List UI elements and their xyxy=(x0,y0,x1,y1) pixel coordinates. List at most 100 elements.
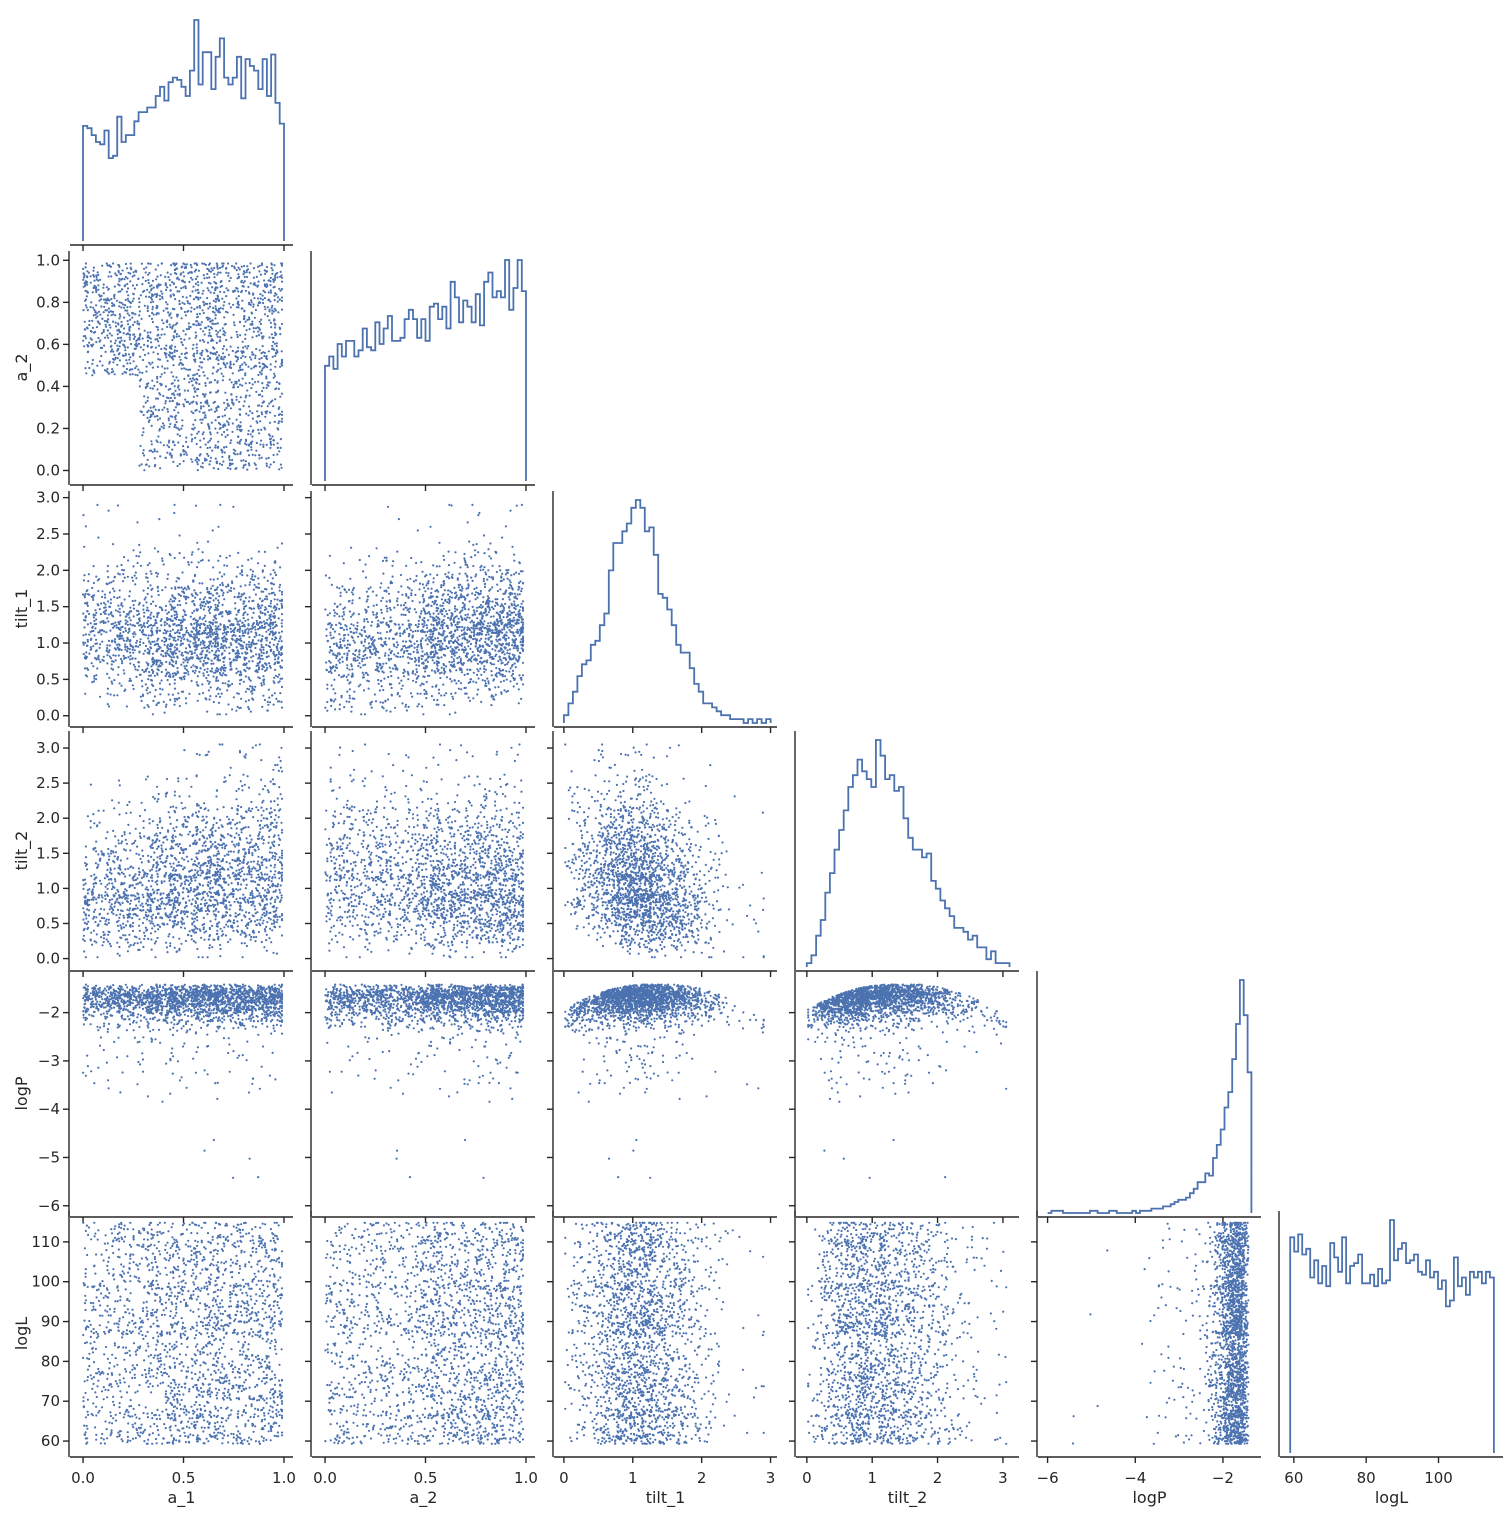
scatter-point xyxy=(137,610,140,613)
scatter-point xyxy=(262,386,265,389)
scatter-point xyxy=(221,262,224,265)
scatter-point xyxy=(190,666,193,669)
scatter-point xyxy=(250,577,253,580)
scatter-point xyxy=(161,328,164,331)
scatter-point xyxy=(264,272,267,275)
scatter-point xyxy=(129,651,132,654)
scatter-point xyxy=(363,640,366,643)
scatter-point xyxy=(260,456,263,459)
scatter-point xyxy=(238,608,241,612)
scatter-point xyxy=(127,656,130,659)
scatter-point xyxy=(231,648,234,652)
scatter-point xyxy=(129,619,132,622)
scatter-point xyxy=(197,561,200,564)
scatter-point xyxy=(174,700,177,703)
scatter-point xyxy=(229,467,232,470)
scatter-point xyxy=(157,312,160,315)
scatter-point xyxy=(145,370,148,373)
scatter-point xyxy=(251,692,254,695)
scatter-point xyxy=(244,320,247,323)
scatter-point xyxy=(272,376,275,379)
scatter-point xyxy=(112,313,115,316)
scatter-point xyxy=(154,618,157,622)
scatter-point xyxy=(156,380,159,384)
scatter-point xyxy=(186,310,189,313)
scatter-point xyxy=(183,275,186,278)
scatter-point xyxy=(169,554,172,557)
scatter-point xyxy=(431,685,434,688)
scatter-point xyxy=(113,295,116,298)
scatter-point xyxy=(101,317,104,320)
scatter-point xyxy=(196,315,199,318)
scatter-point xyxy=(184,667,187,670)
scatter-point xyxy=(246,318,249,321)
scatter-point xyxy=(245,412,248,415)
scatter-point xyxy=(396,603,399,607)
scatter-point xyxy=(149,674,153,677)
scatter-point xyxy=(122,669,125,672)
scatter-point xyxy=(238,625,242,628)
scatter-point xyxy=(251,312,254,315)
scatter-point xyxy=(167,417,170,420)
scatter-point xyxy=(113,679,116,682)
scatter-point xyxy=(82,612,85,615)
scatter-point xyxy=(248,316,251,319)
scatter-point xyxy=(82,652,85,656)
scatter-point xyxy=(133,274,136,277)
scatter-point xyxy=(263,279,266,282)
scatter-point xyxy=(160,639,164,642)
scatter-point xyxy=(225,267,228,270)
scatter-point xyxy=(261,395,264,398)
scatter-point xyxy=(168,425,171,428)
scatter-point xyxy=(147,409,150,412)
scatter-point xyxy=(97,589,100,593)
scatter-point xyxy=(229,441,232,445)
scatter-point xyxy=(157,550,160,553)
scatter-point xyxy=(261,345,264,348)
scatter-point xyxy=(82,272,85,275)
scatter-point xyxy=(265,386,268,389)
scatter-point xyxy=(120,320,123,323)
scatter-point xyxy=(202,289,205,292)
scatter-point xyxy=(239,671,242,674)
scatter-point xyxy=(246,574,249,577)
scatter-point xyxy=(143,625,146,628)
scatter-point xyxy=(278,589,281,592)
scatter-point xyxy=(415,561,418,565)
scatter-point xyxy=(330,624,333,627)
scatter-point xyxy=(351,668,354,671)
scatter-point xyxy=(273,299,276,302)
scatter-point xyxy=(201,433,204,436)
scatter-point xyxy=(97,273,100,276)
scatter-point xyxy=(357,635,360,638)
scatter-point xyxy=(164,652,167,655)
scatter-point xyxy=(338,708,341,711)
scatter-point xyxy=(169,346,172,349)
scatter-point xyxy=(222,330,225,333)
scatter-point xyxy=(100,354,103,358)
scatter-point xyxy=(122,580,125,583)
scatter-point xyxy=(280,659,284,662)
scatter-point xyxy=(265,639,268,642)
scatter-point xyxy=(229,276,232,280)
scatter-point xyxy=(265,622,268,625)
scatter-point xyxy=(110,623,113,626)
scatter-point xyxy=(187,643,191,646)
scatter-point xyxy=(269,276,272,279)
scatter-point xyxy=(146,410,149,414)
scatter-point xyxy=(92,266,95,269)
scatter-point xyxy=(123,598,126,601)
scatter-point xyxy=(99,278,102,281)
scatter-point xyxy=(276,442,279,445)
scatter-point xyxy=(233,595,236,599)
scatter-point xyxy=(457,586,460,589)
scatter-point xyxy=(222,460,225,463)
scatter-point xyxy=(278,406,281,409)
scatter-point xyxy=(237,273,240,276)
scatter-point xyxy=(244,690,247,693)
scatter-point xyxy=(146,692,149,695)
scatter-point xyxy=(214,353,217,356)
scatter-point xyxy=(167,388,170,391)
scatter-point xyxy=(182,658,185,661)
scatter-point xyxy=(242,466,245,469)
